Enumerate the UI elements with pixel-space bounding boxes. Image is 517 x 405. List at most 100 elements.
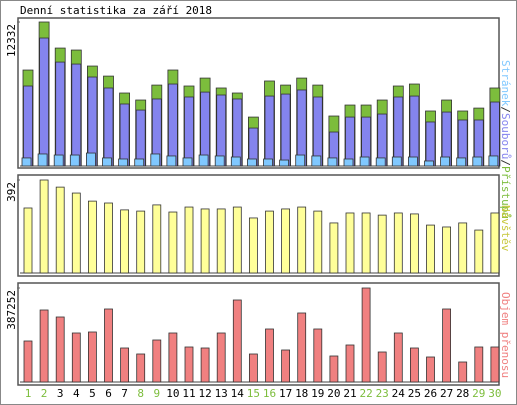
bar — [329, 222, 339, 274]
x-tick-label: 22 — [359, 387, 372, 400]
bar — [391, 156, 402, 167]
bar — [359, 156, 370, 167]
bar — [23, 207, 33, 274]
bar — [393, 96, 404, 167]
bar — [166, 155, 177, 167]
bar — [361, 212, 371, 274]
x-tick-label: 25 — [408, 387, 421, 400]
bar — [69, 154, 80, 167]
bar — [440, 156, 451, 167]
x-tick-label: 8 — [137, 387, 144, 400]
bar — [264, 95, 275, 167]
x-tick-label: 28 — [456, 387, 469, 400]
bar — [214, 155, 225, 167]
bar — [23, 340, 33, 383]
x-tick-label: 4 — [73, 387, 80, 400]
bar — [407, 156, 418, 167]
bar — [39, 37, 49, 167]
x-tick-label: 29 — [472, 387, 485, 400]
bar — [230, 156, 241, 167]
bar — [39, 179, 49, 274]
bar — [71, 63, 82, 167]
bar — [184, 96, 194, 167]
bar — [377, 351, 387, 383]
bar — [248, 217, 258, 274]
bar — [168, 211, 178, 274]
bar — [458, 222, 468, 274]
x-tick-label: 10 — [166, 387, 179, 400]
legend: Stránek/Souborů/Přístupů — [499, 60, 512, 219]
bar — [168, 332, 178, 383]
x-tick-label: 2 — [41, 387, 48, 400]
bar — [232, 299, 242, 383]
bar — [37, 153, 48, 167]
bar — [55, 186, 65, 274]
bar — [426, 224, 435, 274]
legend-entry: Stránek — [499, 60, 512, 107]
bar — [279, 159, 290, 167]
bar — [297, 206, 307, 274]
bar — [425, 121, 436, 167]
x-tick-label: 9 — [153, 387, 160, 400]
bar — [246, 158, 257, 167]
bar — [184, 206, 194, 274]
legend: Objem přenosu — [499, 292, 512, 378]
bar — [296, 89, 307, 167]
bar — [88, 200, 97, 274]
bar — [200, 208, 210, 274]
x-tick-label: 19 — [311, 387, 324, 400]
bar — [103, 87, 114, 167]
bar — [21, 157, 32, 167]
chart-title: Denní statistika za září 2018 — [20, 4, 212, 17]
bar — [104, 308, 113, 383]
bar — [184, 346, 194, 383]
bar — [297, 312, 307, 383]
x-tick-label: 3 — [57, 387, 64, 400]
bar — [393, 212, 403, 274]
bar — [198, 154, 209, 167]
bar — [424, 160, 434, 167]
bar — [393, 332, 403, 383]
bar — [39, 309, 49, 383]
bar — [313, 328, 323, 383]
bar — [361, 287, 371, 383]
bar — [104, 202, 113, 274]
x-tick-label: 18 — [295, 387, 308, 400]
bar — [150, 153, 161, 167]
bar — [134, 158, 145, 167]
bar — [55, 316, 65, 383]
legend-separator: / — [499, 159, 512, 166]
legend-entry: Souborů — [499, 113, 512, 159]
legend-entry: Objem přenosu — [499, 292, 512, 378]
bar — [490, 346, 500, 383]
bar — [442, 226, 452, 274]
bar — [232, 206, 242, 274]
bar — [442, 308, 452, 383]
x-tick-label: 1 — [25, 387, 32, 400]
x-tick-label: 24 — [392, 387, 406, 400]
bar — [488, 155, 499, 167]
x-tick-label: 12 — [198, 387, 211, 400]
bar — [456, 157, 467, 167]
bar — [216, 94, 227, 167]
x-tick-label: 11 — [182, 387, 195, 400]
bar — [345, 344, 355, 383]
bar — [120, 347, 129, 383]
bar — [280, 93, 291, 167]
bar — [329, 355, 339, 383]
bar — [232, 98, 243, 167]
bar — [120, 209, 129, 274]
bar — [474, 229, 484, 274]
bar — [136, 353, 146, 383]
bar — [345, 212, 355, 274]
bar — [200, 347, 210, 383]
bar — [119, 103, 130, 167]
panel — [17, 282, 500, 386]
bar — [409, 347, 419, 383]
bar — [216, 332, 226, 383]
x-tick-label: 7 — [121, 387, 128, 400]
bar — [152, 204, 162, 274]
bar — [409, 95, 420, 167]
bar — [426, 356, 435, 383]
